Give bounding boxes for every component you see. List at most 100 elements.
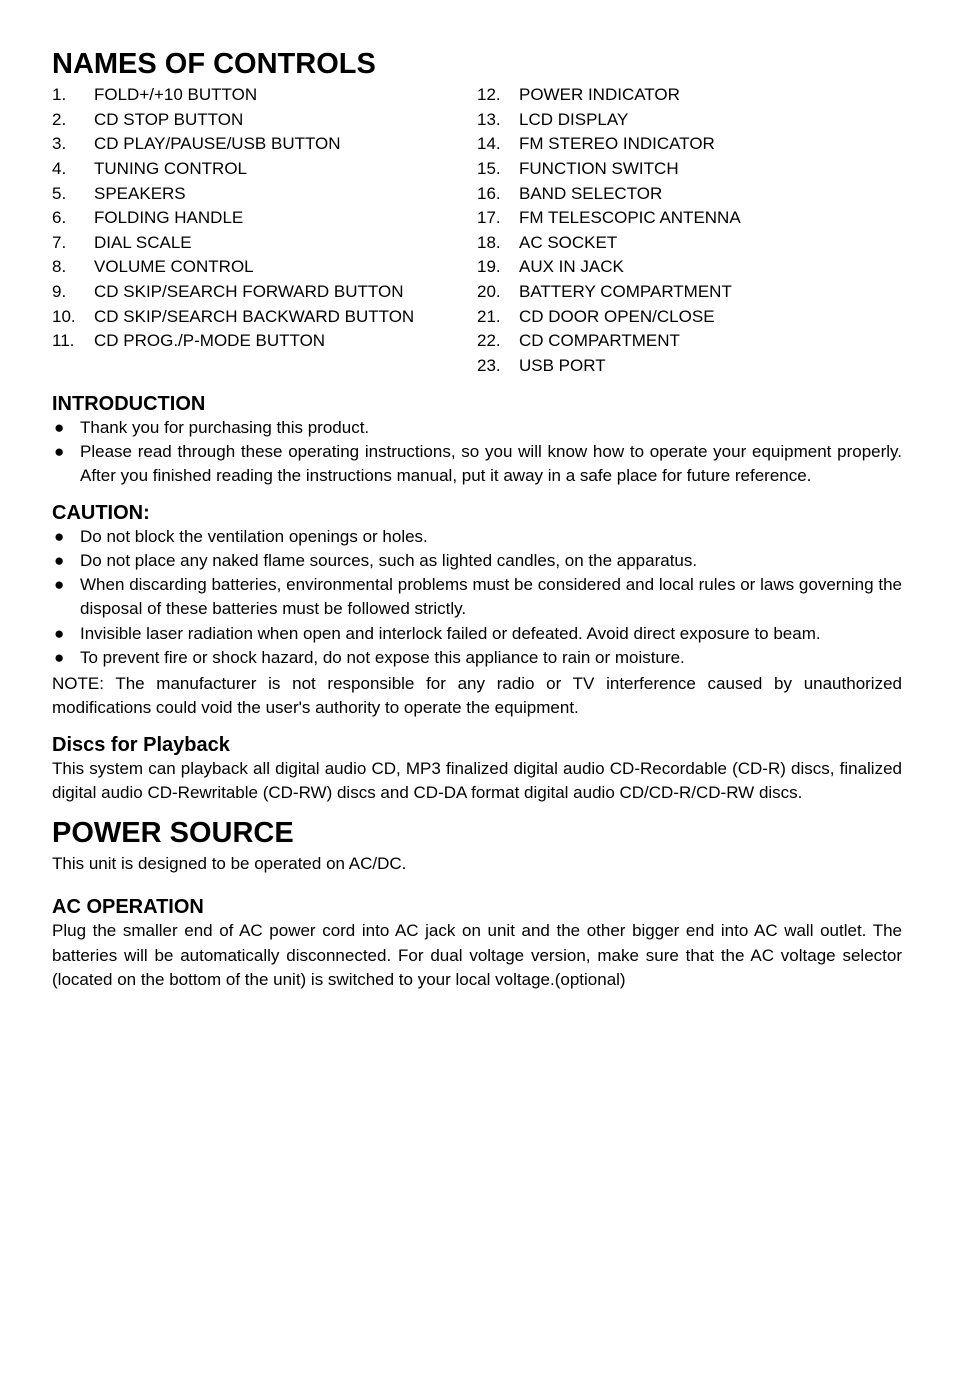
control-item-number: 7. [52,231,94,256]
power-source-heading: POWER SOURCE [52,817,902,850]
control-item-label: AC SOCKET [519,231,902,256]
bullet-text: Do not place any naked flame sources, su… [80,549,902,573]
bullet-icon: ● [52,416,80,440]
control-item-label: FOLDING HANDLE [94,206,477,231]
bullet-icon: ● [52,549,80,573]
control-item-number: 3. [52,132,94,157]
control-item-number: 2. [52,108,94,133]
control-item-number: 1. [52,83,94,108]
control-item: 19.AUX IN JACK [477,255,902,280]
bullet-item: ●Invisible laser radiation when open and… [52,622,902,646]
control-item: 21.CD DOOR OPEN/CLOSE [477,305,902,330]
control-item: 3.CD PLAY/PAUSE/USB BUTTON [52,132,477,157]
control-item-number: 16. [477,182,519,207]
control-item-number: 19. [477,255,519,280]
control-item: 15.FUNCTION SWITCH [477,157,902,182]
controls-column-left: 1.FOLD+/+10 BUTTON2.CD STOP BUTTON3.CD P… [52,83,477,379]
control-item: 23.USB PORT [477,354,902,379]
control-item-label: LCD DISPLAY [519,108,902,133]
control-item-number: 10. [52,305,94,330]
control-item-label: POWER INDICATOR [519,83,902,108]
control-item-number: 4. [52,157,94,182]
bullet-icon: ● [52,646,80,670]
control-item-label: BATTERY COMPARTMENT [519,280,902,305]
bullet-icon: ● [52,622,80,646]
bullet-text: To prevent fire or shock hazard, do not … [80,646,902,670]
control-item-number: 21. [477,305,519,330]
control-item-label: CD PLAY/PAUSE/USB BUTTON [94,132,477,157]
control-item: 14.FM STEREO INDICATOR [477,132,902,157]
note-paragraph: NOTE: The manufacturer is not responsibl… [52,672,902,720]
controls-column-right: 12.POWER INDICATOR13.LCD DISPLAY14.FM ST… [477,83,902,379]
control-item-number: 5. [52,182,94,207]
control-item-label: CD SKIP/SEARCH BACKWARD BUTTON [94,305,477,330]
control-item-label: CD STOP BUTTON [94,108,477,133]
control-item-label: TUNING CONTROL [94,157,477,182]
control-item-label: BAND SELECTOR [519,182,902,207]
control-item: 10.CD SKIP/SEARCH BACKWARD BUTTON [52,305,477,330]
control-item-label: CD SKIP/SEARCH FORWARD BUTTON [94,280,477,305]
control-item-number: 18. [477,231,519,256]
control-item: 9.CD SKIP/SEARCH FORWARD BUTTON [52,280,477,305]
ac-paragraph: Plug the smaller end of AC power cord in… [52,919,902,991]
control-item-label: FOLD+/+10 BUTTON [94,83,477,108]
control-item-label: SPEAKERS [94,182,477,207]
control-item-label: USB PORT [519,354,902,379]
control-item-label: FM STEREO INDICATOR [519,132,902,157]
control-item-label: AUX IN JACK [519,255,902,280]
bullet-item: ●Do not place any naked flame sources, s… [52,549,902,573]
controls-list-right: 12.POWER INDICATOR13.LCD DISPLAY14.FM ST… [477,83,902,379]
introduction-heading: INTRODUCTION [52,393,902,416]
bullet-item: ●To prevent fire or shock hazard, do not… [52,646,902,670]
control-item-number: 13. [477,108,519,133]
control-item-number: 17. [477,206,519,231]
bullet-icon: ● [52,573,80,621]
control-item-number: 22. [477,329,519,354]
control-item: 22.CD COMPARTMENT [477,329,902,354]
bullet-text: Do not block the ventilation openings or… [80,525,902,549]
control-item: 17.FM TELESCOPIC ANTENNA [477,206,902,231]
control-item-number: 23. [477,354,519,379]
control-item-number: 20. [477,280,519,305]
control-item: 16.BAND SELECTOR [477,182,902,207]
control-item: 18.AC SOCKET [477,231,902,256]
control-item-label: CD DOOR OPEN/CLOSE [519,305,902,330]
discs-heading: Discs for Playback [52,734,902,757]
control-item: 6.FOLDING HANDLE [52,206,477,231]
names-of-controls-heading: NAMES OF CONTROLS [52,48,902,81]
control-item: 12.POWER INDICATOR [477,83,902,108]
power-paragraph: This unit is designed to be operated on … [52,852,902,876]
control-item-label: FM TELESCOPIC ANTENNA [519,206,902,231]
control-item-label: FUNCTION SWITCH [519,157,902,182]
control-item: 8.VOLUME CONTROL [52,255,477,280]
control-item-number: 8. [52,255,94,280]
control-item: 4.TUNING CONTROL [52,157,477,182]
control-item-number: 6. [52,206,94,231]
control-item-label: CD PROG./P-MODE BUTTON [94,329,477,354]
bullet-item: ●Thank you for purchasing this product. [52,416,902,440]
control-item-label: CD COMPARTMENT [519,329,902,354]
control-item-number: 14. [477,132,519,157]
control-item: 20.BATTERY COMPARTMENT [477,280,902,305]
bullet-text: When discarding batteries, environmental… [80,573,902,621]
controls-list-left: 1.FOLD+/+10 BUTTON2.CD STOP BUTTON3.CD P… [52,83,477,354]
control-item-number: 15. [477,157,519,182]
bullet-item: ●Please read through these operating ins… [52,440,902,488]
control-item: 1.FOLD+/+10 BUTTON [52,83,477,108]
bullet-icon: ● [52,525,80,549]
bullet-icon: ● [52,440,80,488]
control-item: 13.LCD DISPLAY [477,108,902,133]
control-item: 11.CD PROG./P-MODE BUTTON [52,329,477,354]
bullet-text: Please read through these operating inst… [80,440,902,488]
control-item-label: VOLUME CONTROL [94,255,477,280]
bullet-text: Thank you for purchasing this product. [80,416,902,440]
introduction-bullets: ●Thank you for purchasing this product.●… [52,416,902,488]
control-item-number: 9. [52,280,94,305]
control-item: 2.CD STOP BUTTON [52,108,477,133]
ac-operation-heading: AC OPERATION [52,896,902,919]
bullet-item: ●When discarding batteries, environmenta… [52,573,902,621]
caution-bullets: ●Do not block the ventilation openings o… [52,525,902,670]
control-item-label: DIAL SCALE [94,231,477,256]
bullet-text: Invisible laser radiation when open and … [80,622,902,646]
controls-columns: 1.FOLD+/+10 BUTTON2.CD STOP BUTTON3.CD P… [52,83,902,379]
